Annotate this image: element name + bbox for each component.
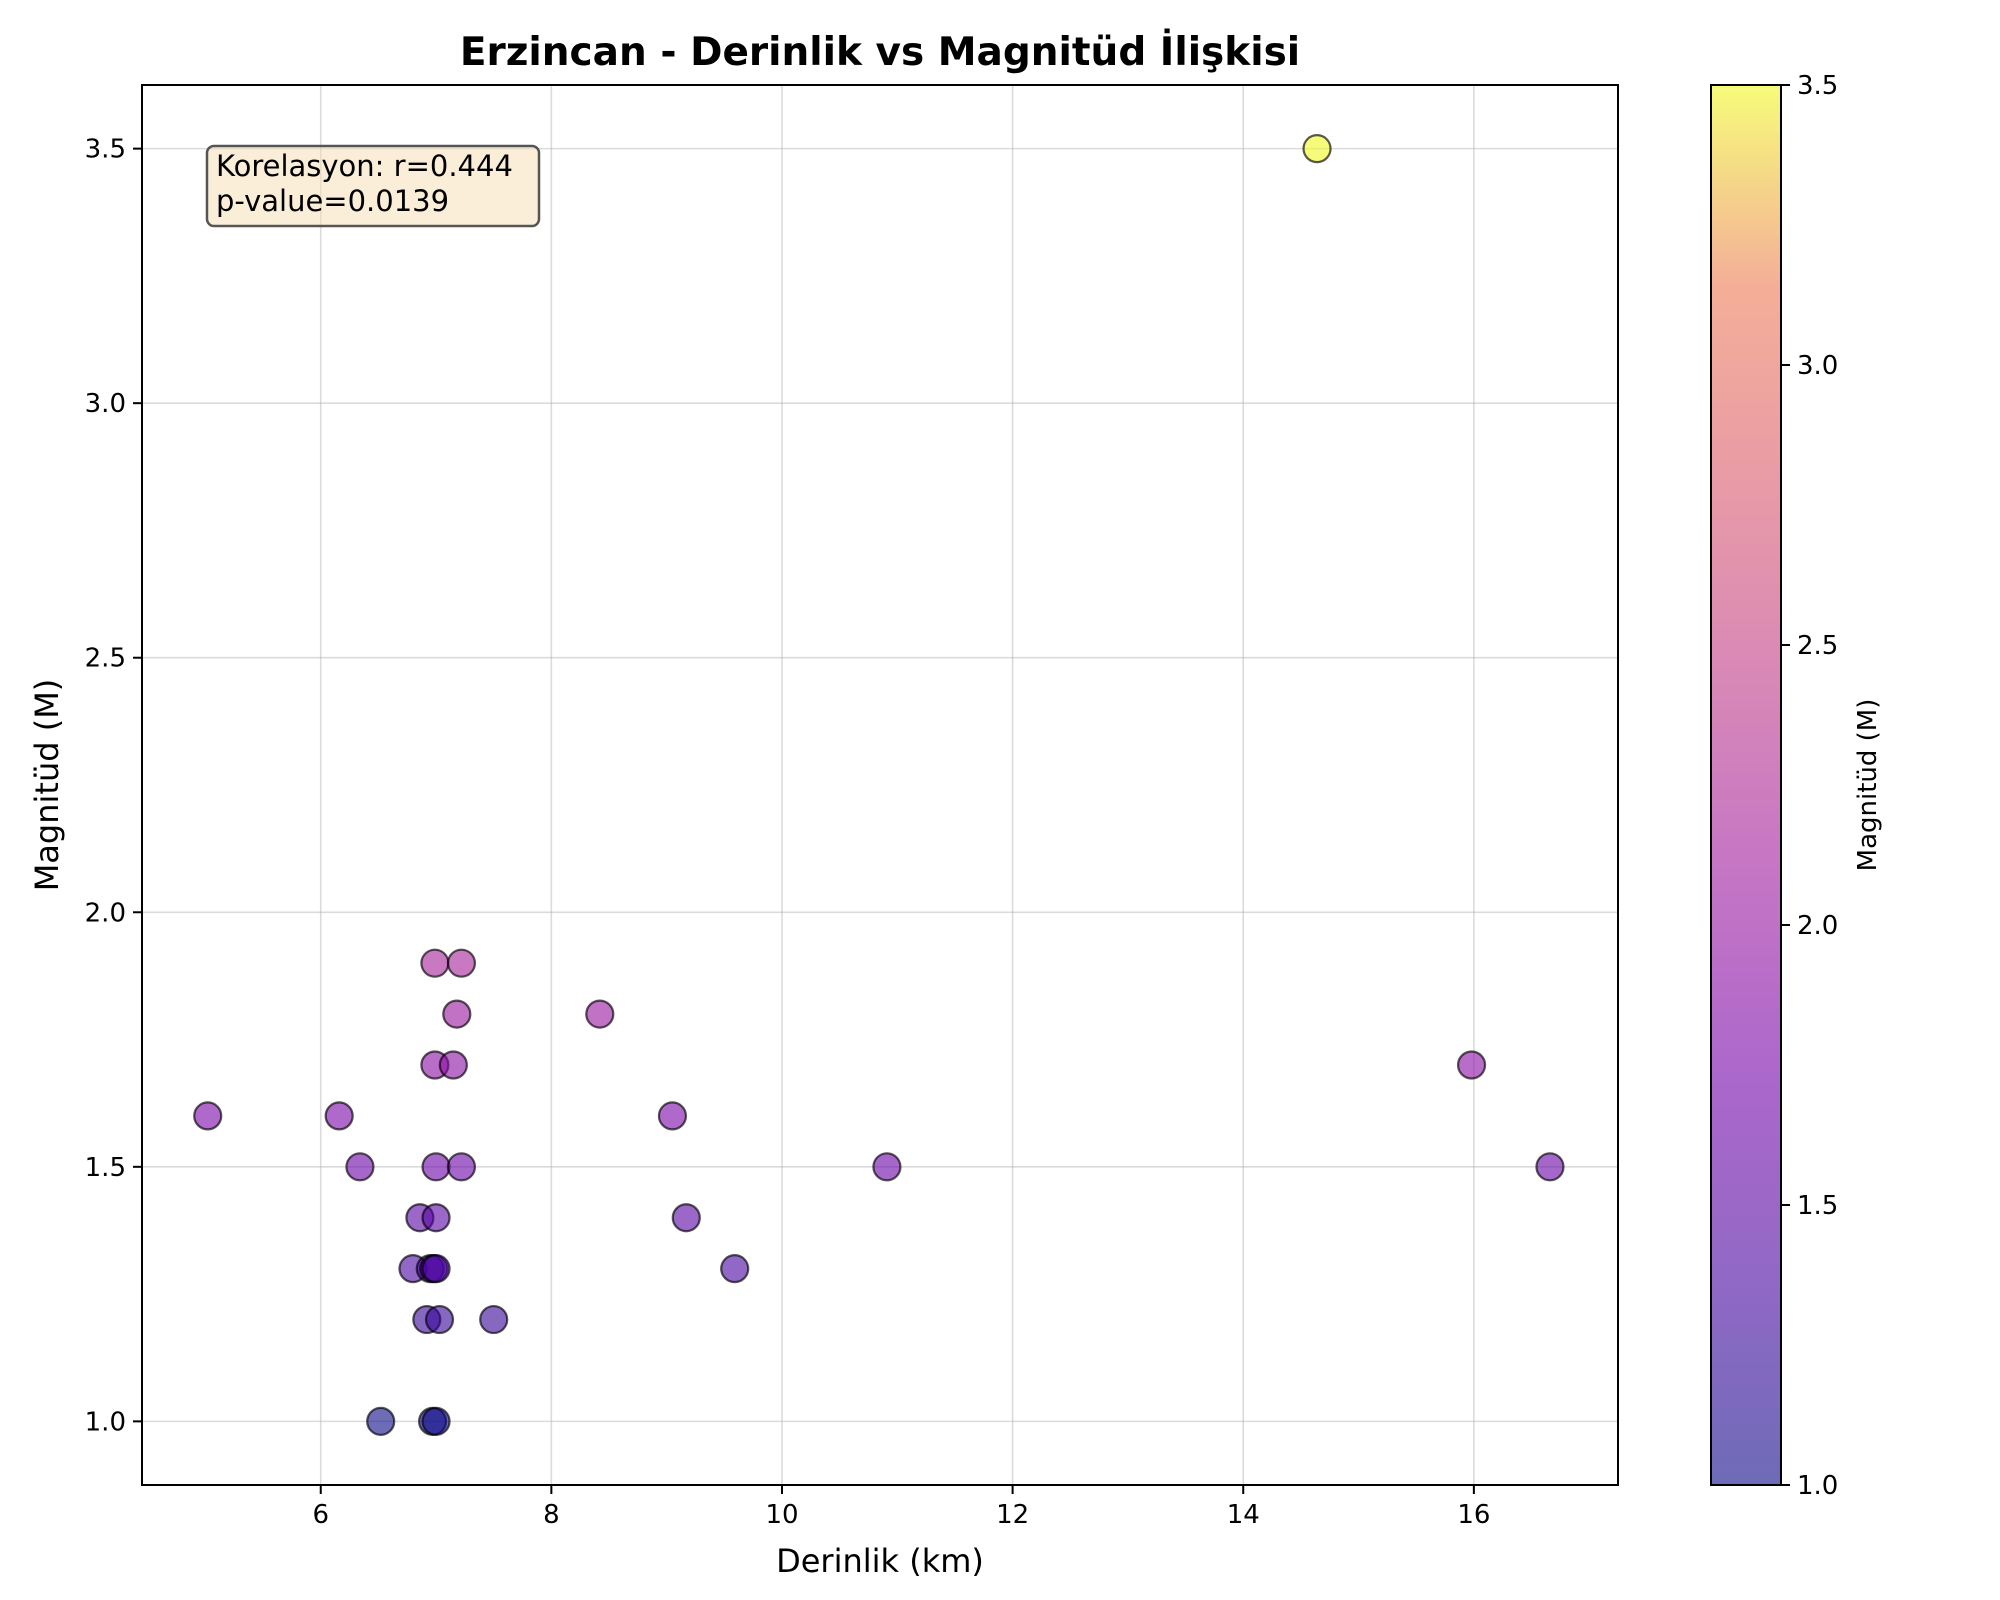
y-tick-label: 1.5 (85, 1153, 126, 1183)
y-tick-label: 2.5 (85, 644, 126, 674)
y-axis-ticks: 1.0 1.5 2.0 2.5 3.0 3.5 (85, 135, 142, 1437)
x-tick-label: 12 (996, 1500, 1029, 1530)
colorbar-ticks: 1.0 1.5 2.0 2.5 3.0 3.5 (1781, 71, 1838, 1501)
data-points (193, 134, 1565, 1436)
data-point (345, 1152, 375, 1182)
data-point (1535, 1152, 1565, 1182)
colorbar-tick-label: 1.5 (1797, 1191, 1838, 1221)
data-point (442, 999, 472, 1029)
colorbar-gradient (1710, 84, 1782, 1486)
colorbar-tick-label: 3.0 (1797, 351, 1838, 381)
y-axis-label: Magnitüd (M) (28, 679, 66, 892)
data-point (872, 1152, 902, 1182)
x-tick-label: 8 (543, 1500, 560, 1530)
data-point (420, 948, 450, 978)
correlation-annotation: Korelasyon: r=0.444 p-value=0.0139 (205, 144, 541, 228)
data-point (585, 999, 615, 1029)
colorbar-tick-label: 2.0 (1797, 911, 1838, 941)
colorbar: 1.0 1.5 2.0 2.5 3.0 3.5 Magnitüd (M) (1710, 71, 1883, 1501)
data-point (657, 1101, 688, 1131)
x-tick-label: 6 (312, 1500, 329, 1530)
annotation-box (205, 144, 541, 228)
data-point (421, 1203, 451, 1233)
data-point (446, 1152, 477, 1182)
x-axis-ticks: 6 8 10 12 14 16 (312, 1485, 1490, 1530)
data-point (438, 1050, 468, 1080)
plot-frame (141, 84, 1619, 1486)
y-tick-label: 1.0 (85, 1407, 126, 1437)
data-point (421, 1254, 451, 1284)
data-point (671, 1203, 701, 1233)
x-tick-label: 16 (1457, 1500, 1490, 1530)
data-point (421, 1406, 451, 1436)
data-point (1302, 134, 1332, 164)
data-point (446, 948, 477, 978)
annotation-p-value: p-value=0.0139 (216, 184, 449, 218)
colorbar-tick-label: 2.5 (1797, 631, 1838, 661)
x-axis-label: Derinlik (km) (776, 1542, 984, 1580)
y-tick-label: 2.0 (85, 898, 126, 928)
data-point (1456, 1050, 1487, 1080)
data-point (421, 1152, 451, 1182)
data-point (424, 1304, 455, 1335)
colorbar-tick-label: 3.5 (1797, 71, 1838, 101)
annotation-correlation: Korelasyon: r=0.444 (216, 149, 513, 183)
data-point (720, 1254, 750, 1284)
colorbar-label: Magnitüd (M) (1853, 699, 1883, 872)
chart-title: Erzincan - Derinlik vs Magnitüd İlişkisi (460, 28, 1300, 75)
x-tick-label: 10 (765, 1500, 798, 1530)
data-point (479, 1304, 509, 1335)
data-point (324, 1101, 354, 1131)
x-tick-label: 14 (1227, 1500, 1260, 1530)
y-tick-label: 3.0 (85, 389, 126, 419)
y-tick-label: 3.5 (85, 135, 126, 165)
data-point (366, 1406, 396, 1436)
colorbar-tick-label: 1.0 (1797, 1471, 1838, 1501)
data-point (193, 1101, 223, 1131)
